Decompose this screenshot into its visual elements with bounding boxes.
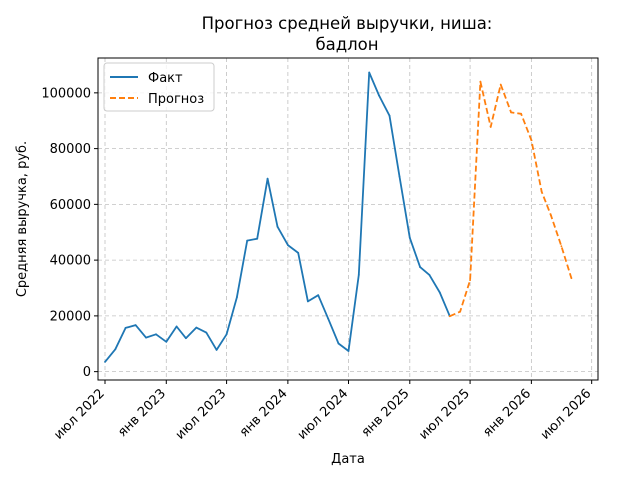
- data-point: [337, 342, 340, 345]
- x-tick-label: июл 2026: [538, 386, 595, 443]
- data-point: [104, 361, 106, 363]
- x-axis-label: Дата: [331, 452, 365, 467]
- data-point: [327, 317, 330, 320]
- data-point: [165, 340, 168, 343]
- x-tick-label: июл 2023: [173, 386, 230, 443]
- x-tick-label: янв 2023: [115, 386, 169, 440]
- data-point: [489, 126, 492, 128]
- data-point: [145, 336, 147, 339]
- data-point: [368, 71, 371, 74]
- data-point: [225, 333, 228, 336]
- data-point: [388, 114, 391, 117]
- data-point: [185, 337, 187, 340]
- data-point: [510, 111, 512, 114]
- data-point: [114, 348, 117, 351]
- data-point: [469, 279, 471, 282]
- y-tick-label: 40000: [50, 254, 91, 269]
- x-axis: июл 2022 янв 2023 июл 2023 янв 2024 июл 2024…: [51, 380, 594, 443]
- y-axis: 0 20000 40000 60000 80000 100000: [41, 86, 98, 380]
- data-point: [560, 245, 563, 248]
- data-point: [428, 274, 431, 276]
- data-point: [287, 244, 289, 247]
- data-point: [499, 83, 502, 86]
- chart-title-line2: бадлон: [315, 35, 378, 54]
- data-point: [540, 190, 543, 193]
- x-tick-label: янв 2025: [359, 386, 413, 440]
- data-point: [570, 277, 573, 280]
- y-tick-label: 100000: [41, 86, 91, 101]
- x-tick-label: июл 2022: [51, 386, 108, 443]
- x-tick-label: янв 2026: [480, 386, 534, 440]
- x-tick-label: июл 2025: [416, 386, 473, 443]
- data-point: [246, 239, 249, 242]
- y-tick-label: 60000: [50, 198, 91, 213]
- data-point: [448, 315, 451, 318]
- data-point: [408, 236, 411, 239]
- legend: Факт Прогноз: [103, 62, 215, 112]
- y-tick-label: 80000: [50, 142, 91, 157]
- y-axis-label: Средняя выручка, руб.: [15, 141, 30, 297]
- data-point: [256, 237, 259, 240]
- data-point: [266, 177, 269, 180]
- chart-title-line1: Прогноз средней выручки, ниша:: [202, 14, 493, 33]
- x-tick-label: июл 2024: [295, 386, 352, 443]
- legend-label-forecast: Прогноз: [148, 92, 204, 107]
- data-point: [550, 214, 552, 217]
- data-point: [124, 327, 127, 329]
- data-point: [479, 80, 482, 83]
- data-point: [317, 294, 320, 297]
- data-point: [205, 331, 208, 334]
- series-line-forecast: [449, 80, 573, 318]
- data-point: [215, 349, 218, 351]
- y-tick-label: 0: [83, 365, 91, 380]
- data-point: [195, 326, 198, 329]
- data-point: [520, 112, 522, 115]
- y-tick-label: 20000: [50, 309, 91, 324]
- legend-label-fact: Факт: [148, 71, 183, 86]
- series-line-fact: [104, 71, 451, 363]
- data-point: [276, 225, 279, 228]
- data-point: [134, 324, 137, 326]
- data-point: [419, 266, 421, 268]
- data-point: [347, 350, 350, 352]
- data-point: [398, 175, 401, 178]
- data-point: [297, 252, 300, 254]
- data-point: [378, 94, 380, 97]
- data-point: [357, 274, 360, 276]
- data-point: [175, 325, 178, 328]
- data-point: [438, 291, 441, 294]
- data-point: [459, 310, 461, 313]
- x-tick-label: янв 2024: [237, 386, 291, 440]
- data-point: [530, 139, 533, 142]
- series-layer: [104, 71, 573, 363]
- data-point: [307, 300, 309, 303]
- data-point: [236, 296, 238, 299]
- grid-lines: [98, 58, 598, 380]
- data-point: [155, 333, 157, 336]
